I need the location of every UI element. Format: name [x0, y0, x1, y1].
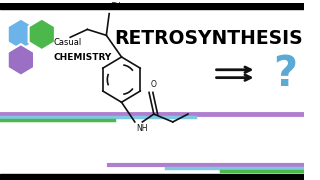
Polygon shape	[8, 19, 34, 50]
Text: O: O	[151, 80, 157, 89]
Bar	[0, 174, 304, 180]
Bar	[0, 3, 304, 9]
Text: RETROSYNTHESIS: RETROSYNTHESIS	[114, 29, 302, 48]
Text: Casual: Casual	[53, 38, 81, 47]
Polygon shape	[28, 19, 55, 50]
Text: ?: ?	[273, 53, 297, 95]
Text: NH: NH	[136, 124, 147, 133]
Polygon shape	[8, 44, 34, 76]
Text: SH: SH	[110, 2, 121, 11]
Text: CHEMISTRY: CHEMISTRY	[53, 53, 111, 62]
